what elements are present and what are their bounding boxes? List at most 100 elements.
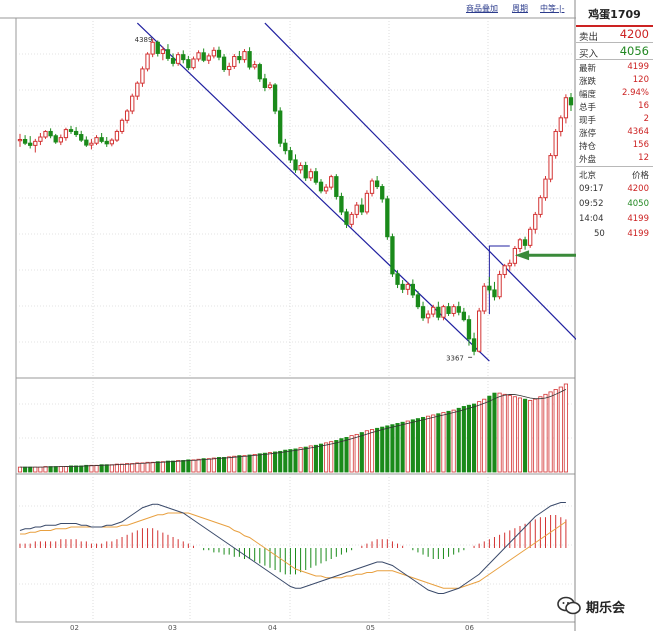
watermark-text: 期乐会	[586, 601, 626, 616]
size-link[interactable]: 中等-|-	[540, 4, 565, 13]
candle-body	[344, 211, 349, 225]
panel-divider	[576, 59, 653, 60]
volume-bar	[191, 459, 196, 473]
candle-body	[227, 65, 232, 71]
x-tick-label: 02	[70, 624, 79, 631]
tick-price: 4199	[627, 214, 649, 224]
volume-bar	[533, 398, 538, 473]
x-tick-label: 04	[268, 624, 277, 631]
volume-bar	[125, 463, 130, 473]
volume-bar	[472, 403, 477, 473]
candlesticks	[17, 38, 574, 356]
period-link[interactable]: 周期	[512, 4, 528, 13]
candle-body	[140, 68, 145, 84]
candle-body	[558, 117, 563, 132]
quote-value: 12	[638, 153, 649, 163]
sell-value: 4200	[619, 27, 649, 41]
tick-time: 09:17	[579, 184, 604, 194]
volume-bar	[247, 454, 252, 473]
volume-bar	[543, 393, 548, 473]
contract-title: 鸡蛋1709	[588, 8, 641, 21]
volume-bar	[334, 440, 339, 473]
volume-bar	[130, 463, 135, 473]
candle-body	[124, 110, 130, 121]
volume-bar	[415, 418, 421, 473]
volume-bar	[17, 466, 23, 473]
candle-body	[533, 213, 538, 230]
quote-value: 16	[638, 101, 649, 111]
candle-body	[191, 58, 196, 69]
candle-body	[267, 84, 273, 88]
volume-bar	[405, 420, 410, 473]
quote-row: 最新 4199	[576, 61, 653, 75]
quote-label: 涨停	[579, 129, 597, 139]
volume-bar	[89, 464, 94, 473]
high-price-label: 4389	[135, 36, 153, 44]
volume-bar	[364, 430, 369, 473]
volume-bar	[385, 425, 390, 473]
candle-body	[262, 78, 268, 88]
quote-value: 4364	[627, 127, 649, 137]
x-axis: 0203040506莱	[70, 623, 593, 631]
candle-body	[48, 130, 53, 137]
candle-body	[196, 52, 201, 60]
volume-bar	[487, 395, 492, 473]
candle-body	[329, 176, 334, 188]
candle-body	[395, 273, 400, 285]
chart-grid	[0, 0, 576, 631]
volume-bar	[201, 458, 206, 473]
candle-body	[150, 41, 155, 55]
candle-body	[507, 262, 512, 267]
overlay-commodity-link[interactable]: 商品叠加	[466, 4, 498, 13]
volume-bar	[58, 466, 63, 473]
candle-body	[22, 138, 28, 144]
candle-body	[237, 56, 242, 61]
candle-body	[543, 178, 548, 199]
quote-row: 持仓 156	[576, 139, 653, 153]
volume-bar	[528, 399, 533, 473]
tick-time: 50	[594, 229, 605, 239]
tick-time: 14:04	[579, 214, 604, 224]
candle-body	[497, 273, 502, 298]
candle-body	[420, 306, 426, 319]
chart-frame	[15, 17, 576, 623]
candle-body	[466, 319, 472, 340]
candle-body	[563, 97, 569, 119]
candle-body	[405, 283, 410, 290]
candle-body	[242, 51, 247, 61]
tick-row: 09:17 4200	[576, 183, 653, 197]
candle-body	[17, 138, 23, 142]
candle-body	[145, 53, 150, 70]
candle-body	[155, 41, 160, 54]
volume-bar	[507, 395, 512, 473]
candle-body	[28, 142, 33, 146]
candle-body	[33, 140, 38, 146]
volume-bar	[441, 412, 446, 473]
candle-body	[553, 130, 558, 157]
volume-bar	[155, 461, 160, 473]
candle-body	[538, 197, 543, 215]
volume-bar	[553, 389, 558, 473]
volume-bar	[523, 398, 528, 473]
quote-label: 外盘	[579, 155, 597, 165]
candle-body	[186, 59, 191, 69]
candle-body	[461, 311, 467, 321]
candle-body	[446, 306, 451, 314]
candle-body	[43, 130, 48, 138]
candle-body	[451, 306, 456, 314]
tick-row: 50 4199	[576, 228, 653, 242]
candle-body	[130, 95, 135, 112]
volume-bar	[298, 447, 303, 473]
candle-body	[293, 159, 298, 171]
quote-row: 幅度 2.94%	[576, 87, 653, 101]
candle-body	[436, 306, 441, 318]
tick-time: 09:52	[579, 199, 604, 209]
buy-row: 买入 4056	[576, 44, 653, 60]
quote-row: 现手 2	[576, 113, 653, 127]
candle-body	[272, 84, 278, 112]
quote-value: 4199	[627, 62, 649, 72]
candle-body	[288, 150, 293, 161]
volume-bar	[492, 392, 497, 473]
volume-bar	[303, 446, 308, 473]
